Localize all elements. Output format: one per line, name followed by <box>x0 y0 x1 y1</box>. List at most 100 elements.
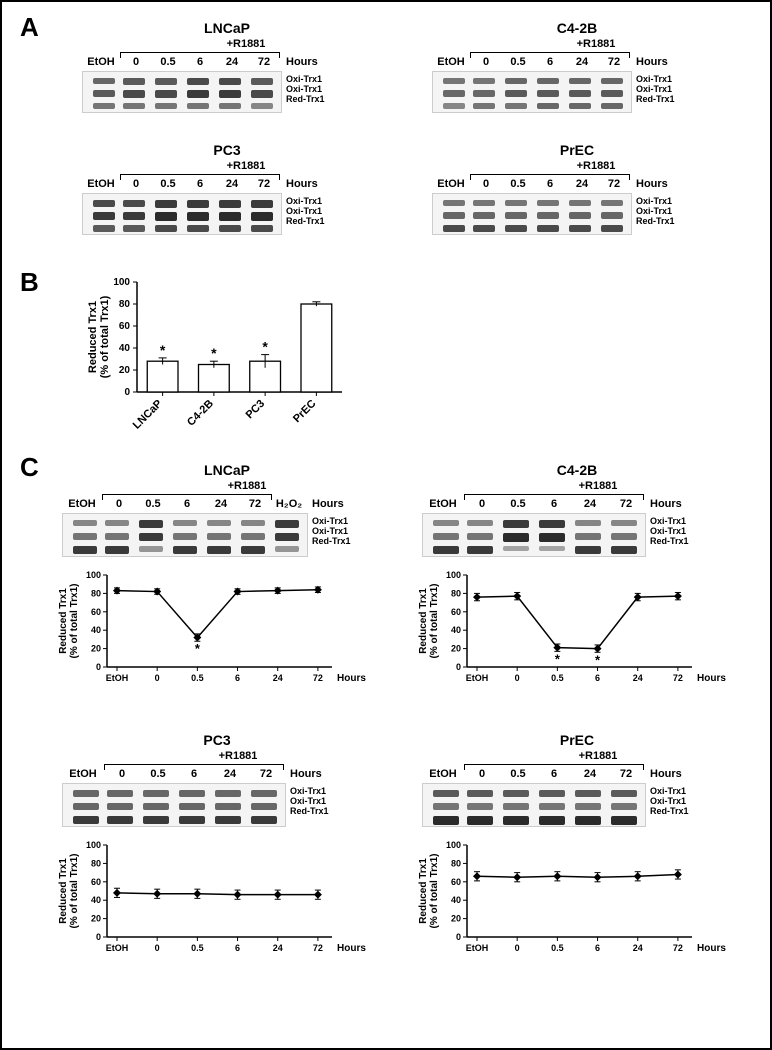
svg-text:24: 24 <box>633 943 643 953</box>
blot-band <box>575 533 600 539</box>
blot-band <box>105 533 129 539</box>
western-blot <box>82 71 282 113</box>
svg-text:Hours: Hours <box>697 943 726 954</box>
svg-text:EtOH: EtOH <box>106 673 129 683</box>
blot-band <box>187 225 209 232</box>
treatment-row: +R1881 <box>102 480 392 494</box>
svg-text:Reduced Trx1: Reduced Trx1 <box>58 588 69 654</box>
blot-band <box>123 200 145 207</box>
blot-band <box>155 78 177 85</box>
blot-band <box>443 225 465 232</box>
treatment-label: +R1881 <box>470 38 722 50</box>
svg-text:*: * <box>211 345 217 361</box>
blot-band <box>179 803 204 810</box>
band-side-labels: Oxi-Trx1Oxi-Trx1Red-Trx1 <box>290 787 329 817</box>
treatment-row: +R1881 <box>464 750 732 764</box>
blot-band <box>611 533 636 539</box>
svg-text:24: 24 <box>273 943 283 953</box>
lane-label-timepoint: 24 <box>566 56 598 68</box>
lane-labels-row: EtOH00.562472Hours <box>432 178 722 190</box>
blot-band <box>251 816 276 824</box>
band-side-labels: Oxi-Trx1Oxi-Trx1Red-Trx1 <box>636 75 675 105</box>
lane-label-timepoint: 6 <box>534 178 566 190</box>
western-blot <box>82 193 282 235</box>
blot-band <box>219 212 241 220</box>
blot-band <box>443 212 465 219</box>
blot-band <box>467 520 492 526</box>
treatment-label: +R1881 <box>102 480 392 492</box>
lane-label-timepoint: 24 <box>566 178 598 190</box>
blot-band <box>123 103 145 109</box>
blot-band <box>107 803 132 810</box>
blot-band <box>537 90 559 97</box>
svg-text:0: 0 <box>456 662 461 672</box>
svg-text:24: 24 <box>633 673 643 683</box>
blot-band <box>601 78 623 85</box>
blot-band <box>123 78 145 85</box>
band-label: Red-Trx1 <box>312 537 351 547</box>
blot-band <box>467 546 492 554</box>
lane-label-timepoint: 0 <box>470 178 502 190</box>
svg-text:80: 80 <box>451 588 461 598</box>
svg-text:*: * <box>595 652 601 667</box>
lane-label-timepoint: 72 <box>248 768 284 780</box>
band-label: Red-Trx1 <box>290 807 329 817</box>
svg-text:0.5: 0.5 <box>191 943 204 953</box>
blot-band <box>537 78 559 85</box>
treatment-label: +R1881 <box>470 160 722 172</box>
hours-label: Hours <box>636 178 668 190</box>
blot-band <box>539 546 564 551</box>
svg-text:(% of total Trx1): (% of total Trx1) <box>69 853 80 928</box>
svg-text:60: 60 <box>91 607 101 617</box>
blot-band <box>219 78 241 85</box>
svg-text:40: 40 <box>119 343 131 354</box>
treatment-row: +R1881 <box>104 750 372 764</box>
western-blot <box>422 783 646 827</box>
svg-text:72: 72 <box>673 673 683 683</box>
blot-band <box>537 225 559 232</box>
blot-band <box>443 200 465 206</box>
svg-text:40: 40 <box>91 895 101 905</box>
svg-text:6: 6 <box>235 943 240 953</box>
svg-text:60: 60 <box>451 607 461 617</box>
treatment-label: +R1881 <box>464 480 732 492</box>
blot-band <box>601 212 623 219</box>
svg-text:72: 72 <box>313 673 323 683</box>
svg-text:EtOH: EtOH <box>106 943 129 953</box>
line-chart-pc3: 020406080100Reduced Trx1(% of total Trx1… <box>52 837 372 967</box>
blot-band <box>93 90 115 97</box>
blot-band <box>215 790 240 797</box>
panel-label-b: B <box>20 267 39 298</box>
lane-label-etoh: EtOH <box>62 498 102 510</box>
svg-text:20: 20 <box>451 644 461 654</box>
svg-text:100: 100 <box>113 277 130 288</box>
svg-text:72: 72 <box>313 943 323 953</box>
western-blot <box>62 513 308 557</box>
blot-band <box>73 533 97 539</box>
blot-band <box>473 90 495 97</box>
blot-band <box>443 78 465 84</box>
blot-band <box>505 103 527 109</box>
svg-text:Reduced Trx1: Reduced Trx1 <box>58 858 69 924</box>
blot-band <box>539 790 564 797</box>
treatment-row: +R1881 <box>470 38 722 52</box>
lane-label-timepoint: 24 <box>572 768 608 780</box>
svg-text:20: 20 <box>91 914 101 924</box>
band-side-labels: Oxi-Trx1Oxi-Trx1Red-Trx1 <box>286 75 325 105</box>
blot-band <box>107 790 132 797</box>
blot-band <box>187 212 209 220</box>
line-chart-prec: 020406080100Reduced Trx1(% of total Trx1… <box>412 837 732 967</box>
blot-band <box>537 200 559 206</box>
svg-text:C4-2B: C4-2B <box>185 398 216 429</box>
blot-band <box>503 816 528 825</box>
blot-band <box>251 78 273 85</box>
blot-band <box>187 200 209 208</box>
hours-label: Hours <box>286 178 318 190</box>
blot-band <box>505 200 527 206</box>
blot-band <box>251 803 276 810</box>
blot-band <box>139 546 163 552</box>
svg-text:EtOH: EtOH <box>466 943 489 953</box>
blot-band <box>155 103 177 109</box>
lane-label-timepoint: 0.5 <box>502 178 534 190</box>
band-label: Red-Trx1 <box>286 217 325 227</box>
